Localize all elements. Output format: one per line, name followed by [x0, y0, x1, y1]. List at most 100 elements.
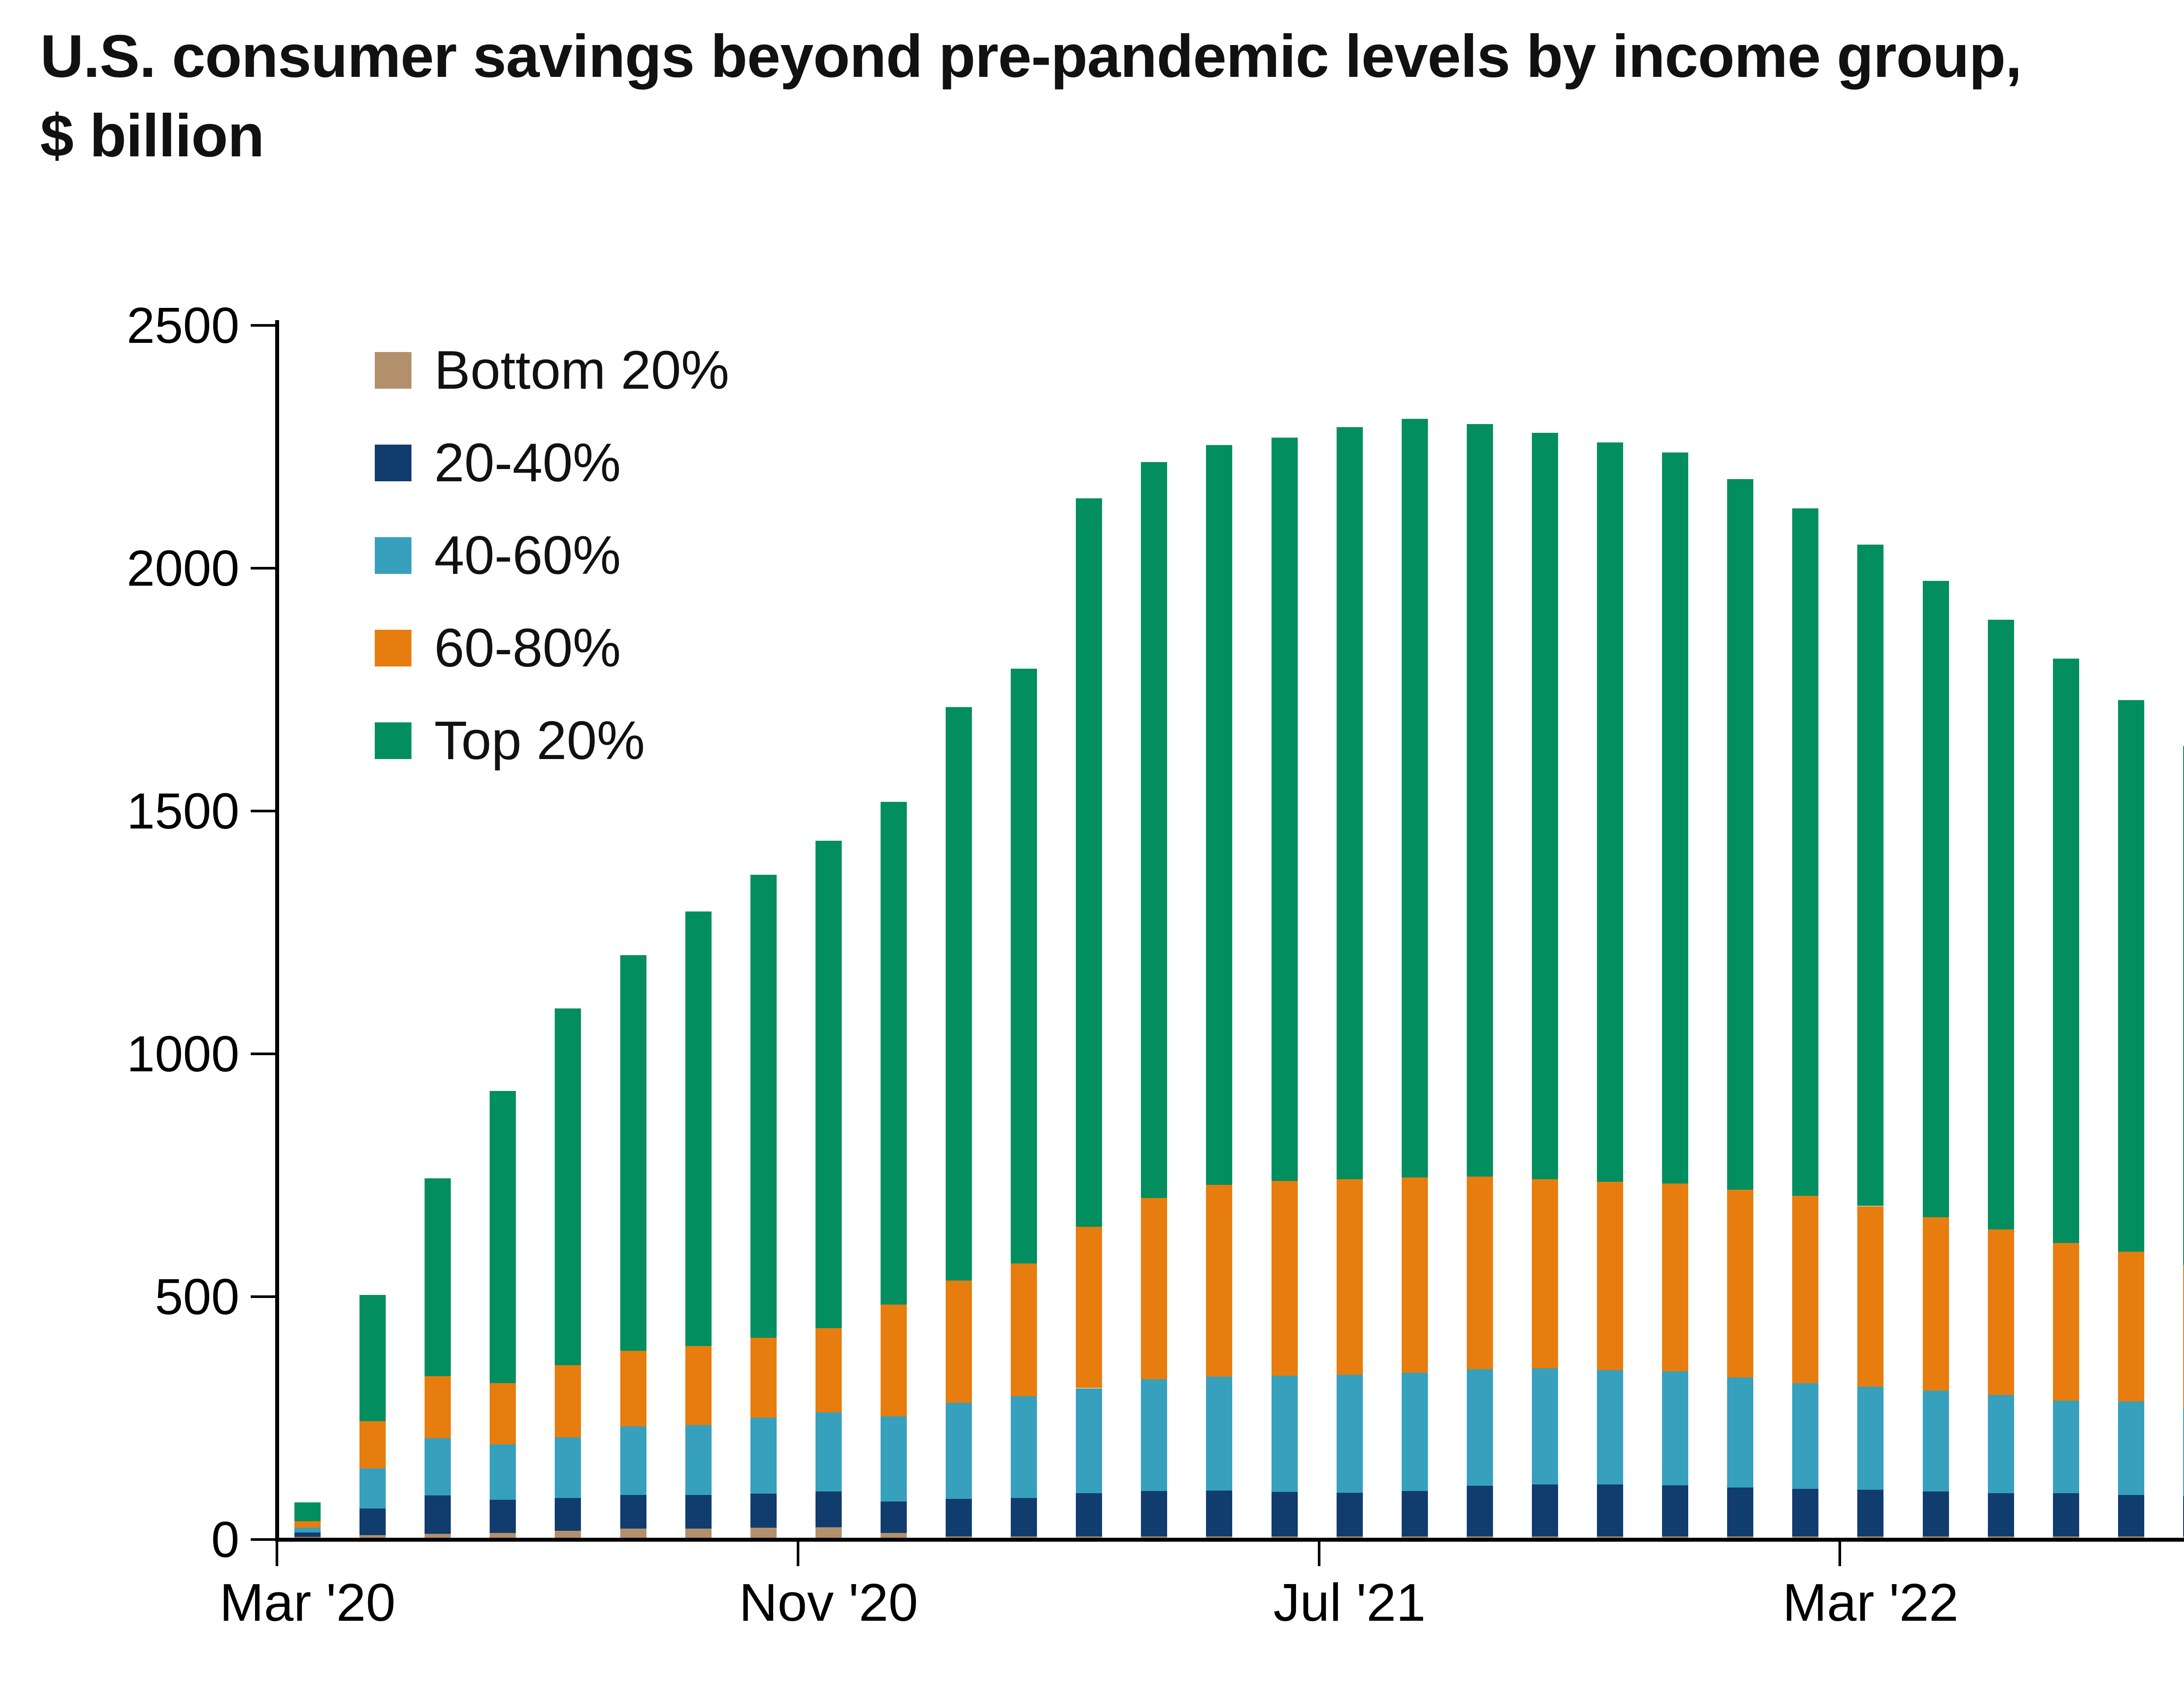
bar-segment-Jun20-2040	[490, 1500, 516, 1533]
bar-segment-May20-Bottom20	[425, 1534, 451, 1538]
bar-segment-Oct20-6080	[750, 1337, 777, 1418]
y-tick-label-1000: 1000	[126, 1025, 239, 1082]
bar-segment-Jan22-2040	[1727, 1488, 1754, 1536]
bar-segment-Sep20-2040	[685, 1495, 712, 1529]
bar-segment-Aug21-Bottom20	[1401, 1536, 1428, 1538]
y-tick-mark-500	[251, 1295, 275, 1298]
bar-segment-Mar21-2040	[1076, 1493, 1102, 1536]
bar-segment-Mar21-Bottom20	[1076, 1536, 1102, 1538]
bar-segment-Jun20-4060	[490, 1444, 516, 1500]
y-tick-mark-0	[251, 1538, 275, 1541]
bar-segment-Aug20-Bottom20	[620, 1528, 646, 1538]
bar-segment-Jan21-2040	[946, 1499, 972, 1536]
x-tick-mark-2	[1317, 1542, 1320, 1566]
bar-segment-Nov21-2040	[1597, 1484, 1623, 1536]
y-tick-mark-1000	[251, 1053, 275, 1055]
bar-segment-Jun21-6080	[1271, 1181, 1298, 1376]
bar-segment-May21-6080	[1206, 1184, 1233, 1377]
bar-segment-Jun20-Top20	[490, 1091, 516, 1384]
bar-segment-Feb21-2040	[1011, 1498, 1037, 1536]
bar-segment-Nov21-Bottom20	[1597, 1536, 1623, 1538]
bar-segment-Aug22-Top20	[2183, 746, 2184, 1265]
bar-segment-Jul22-2040	[2118, 1495, 2144, 1536]
bar-segment-Mar22-Top20	[1857, 544, 1884, 1206]
bar-segment-Jul21-Top20	[1336, 427, 1363, 1180]
bar-segment-Feb21-Bottom20	[1011, 1536, 1037, 1538]
bar-segment-Jun21-4060	[1271, 1375, 1298, 1492]
chart-title-line1: U.S. consumer savings beyond pre-pandemi…	[40, 23, 2022, 90]
bar-segment-Sep20-6080	[685, 1346, 712, 1425]
bar-segment-Feb21-6080	[1011, 1263, 1037, 1397]
bar-segment-Oct20-Bottom20	[750, 1527, 777, 1538]
bar-segment-Sep20-Bottom20	[685, 1528, 712, 1538]
bar-segment-Mar21-6080	[1076, 1227, 1102, 1388]
bar-segment-Jan21-4060	[946, 1402, 972, 1499]
bar-segment-May22-2040	[1987, 1493, 2014, 1536]
x-tick-mark-0	[276, 1542, 278, 1566]
bar-segment-Nov20-Bottom20	[815, 1527, 842, 1538]
legend-item-60-80-: 60-80%	[375, 602, 729, 694]
bar-segment-Aug21-6080	[1401, 1177, 1428, 1373]
bar-segment-Jul20-4060	[555, 1437, 581, 1498]
bar-segment-Feb22-Top20	[1792, 508, 1819, 1196]
bar-segment-Nov20-6080	[815, 1328, 842, 1413]
y-tick-label-0: 0	[211, 1511, 239, 1568]
bar-segment-Apr22-4060	[1922, 1391, 1949, 1492]
bar-segment-Dec21-Top20	[1662, 452, 1689, 1184]
bar-segment-Jan21-Bottom20	[946, 1536, 972, 1538]
bar-segment-Sep21-Top20	[1466, 424, 1493, 1177]
bar-segment-Jul22-Bottom20	[2118, 1536, 2144, 1538]
bar-segment-Feb21-4060	[1011, 1396, 1037, 1498]
bar-segment-Jun22-6080	[2053, 1243, 2079, 1401]
bar-segment-Mar20-6080	[294, 1521, 321, 1528]
bar-segment-Mar20-4060	[294, 1527, 321, 1533]
bar-segment-Jun20-6080	[490, 1383, 516, 1445]
bar-segment-Apr21-6080	[1141, 1198, 1168, 1380]
legend-swatch-icon	[375, 445, 411, 481]
bar-segment-Mar20-Bottom20	[294, 1536, 321, 1538]
x-tick-label-Mar-20: Mar '20	[219, 1573, 396, 1632]
bar-segment-Jun22-2040	[2053, 1493, 2079, 1536]
bar-segment-Nov20-2040	[815, 1491, 842, 1527]
bar-segment-Nov21-6080	[1597, 1181, 1623, 1370]
bar-segment-Jul21-6080	[1336, 1179, 1363, 1375]
chart-title-line2: $ billion	[40, 102, 264, 170]
bar-segment-Jun21-Bottom20	[1271, 1536, 1298, 1538]
bar-segment-Jul20-6080	[555, 1365, 581, 1437]
bar-segment-Dec21-6080	[1662, 1184, 1689, 1371]
bar-segment-Jun22-4060	[2053, 1401, 2079, 1493]
bar-segment-Nov21-4060	[1597, 1370, 1623, 1484]
y-tick-mark-2500	[251, 324, 275, 327]
chart-title: U.S. consumer savings beyond pre-pandemi…	[40, 17, 2022, 176]
legend-item-20-40-: 20-40%	[375, 417, 729, 509]
legend-label: 60-80%	[434, 618, 621, 678]
bar-segment-Oct20-2040	[750, 1493, 777, 1528]
bar-segment-Jun21-Top20	[1271, 438, 1298, 1181]
bar-segment-Aug20-2040	[620, 1495, 646, 1529]
bar-segment-Oct21-2040	[1531, 1484, 1558, 1536]
bar-segment-Oct20-Top20	[750, 875, 777, 1338]
bar-segment-Apr20-6080	[359, 1421, 386, 1468]
bar-segment-May22-4060	[1987, 1395, 2014, 1493]
bar-segment-Mar20-Top20	[294, 1502, 321, 1522]
bar-segment-Sep21-Bottom20	[1466, 1536, 1493, 1538]
bar-segment-Mar22-2040	[1857, 1489, 1884, 1536]
bar-segment-Oct21-Top20	[1531, 433, 1558, 1180]
bar-segment-Feb22-Bottom20	[1792, 1536, 1819, 1538]
bar-segment-Aug21-4060	[1401, 1372, 1428, 1491]
bar-segment-Apr22-Top20	[1922, 581, 1949, 1218]
bar-segment-Apr21-Bottom20	[1141, 1536, 1168, 1538]
legend: Bottom 20% 20-40% 40-60% 60-80% Top 20%	[375, 324, 729, 787]
bar-segment-Sep20-4060	[685, 1425, 712, 1495]
bar-segment-Feb22-6080	[1792, 1196, 1819, 1384]
bar-segment-May21-Top20	[1206, 445, 1233, 1185]
bar-segment-Jul20-2040	[555, 1498, 581, 1531]
bar-segment-Dec20-Bottom20	[880, 1533, 907, 1538]
legend-label: 40-60%	[434, 525, 621, 586]
bar-segment-Mar22-Bottom20	[1857, 1536, 1884, 1538]
bar-segment-Apr20-2040	[359, 1508, 386, 1536]
legend-item-Bottom-20-: Bottom 20%	[375, 324, 729, 417]
bar-segment-Feb22-4060	[1792, 1383, 1819, 1489]
bar-segment-Aug20-4060	[620, 1426, 646, 1495]
